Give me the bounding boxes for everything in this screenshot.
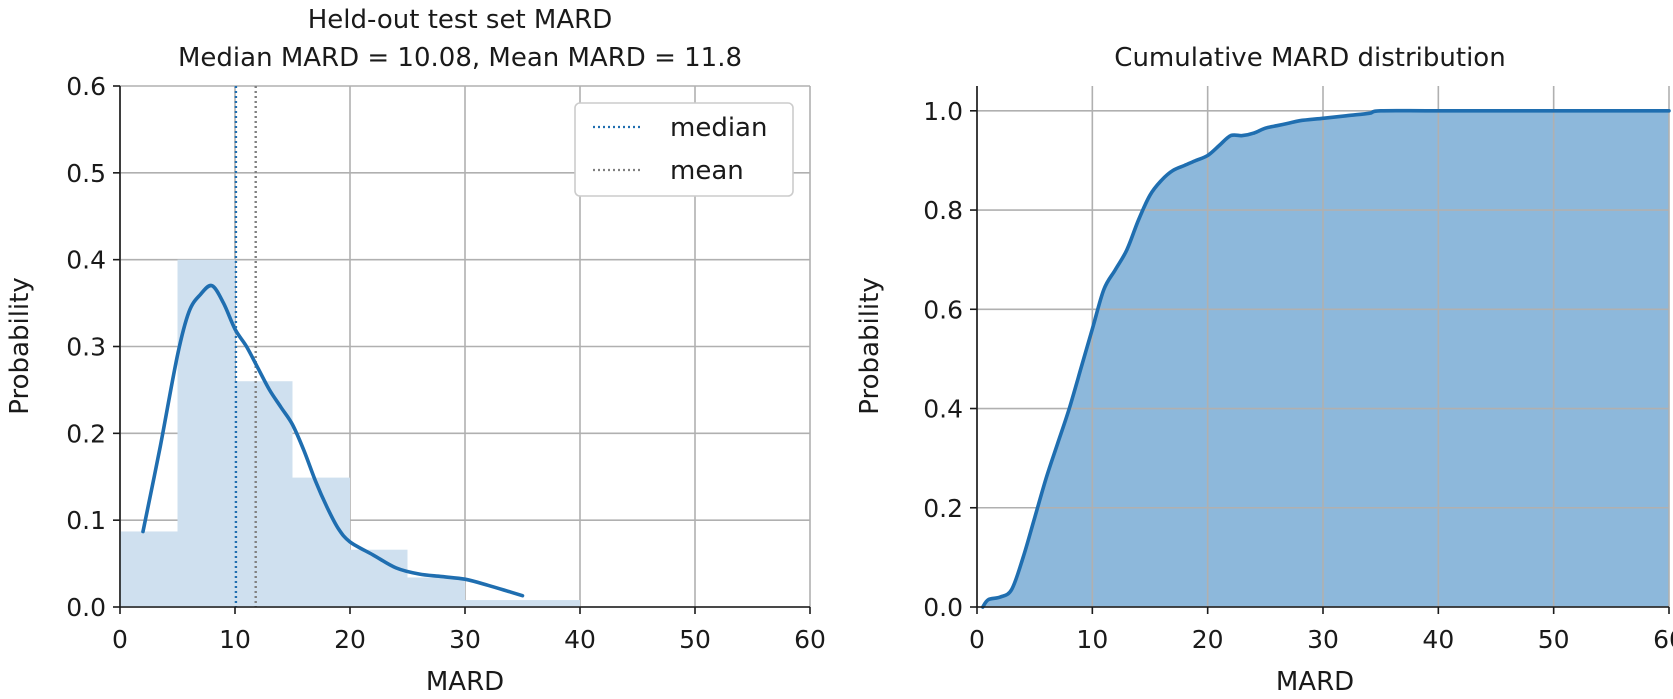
- histogram-bar: [235, 381, 293, 607]
- left-axes: 0 10 20 30 40 50 60 0.0 0.1 0.2 0.3 0.4 0.5 0.6: [66, 72, 826, 654]
- right-y-tick-label: 0.6: [923, 295, 963, 324]
- left-y-tick-label: 0.1: [66, 506, 106, 535]
- left-y-tick-label: 0.4: [66, 246, 106, 275]
- right-axes: 0 10 20 30 40 50 60 0.0 0.2 0.4 0.6 0.8 1.0: [923, 86, 1673, 654]
- right-y-tick-label: 0.0: [923, 593, 963, 622]
- right-y-tick-label: 1.0: [923, 97, 963, 126]
- left-x-tick-label: 10: [219, 625, 251, 654]
- right-y-tick-label: 0.4: [923, 395, 963, 424]
- histogram-bars: [120, 259, 580, 607]
- histogram-bar: [120, 531, 178, 607]
- right-chart-title: Cumulative MARD distribution: [1114, 43, 1505, 73]
- cumulative-area: [982, 110, 1669, 607]
- cumulative-chart: Cumulative MARD distribution MARD Probab…: [855, 43, 1673, 697]
- histogram-bar: [522, 600, 580, 607]
- kde-curve: [141, 283, 525, 598]
- left-x-tick-label: 20: [334, 625, 366, 654]
- right-x-tick-label: 10: [1076, 625, 1108, 654]
- right-x-tick-label: 50: [1538, 625, 1570, 654]
- left-y-tick-label: 0.2: [66, 419, 106, 448]
- left-x-tick-label: 60: [794, 625, 826, 654]
- kde-line: [141, 283, 525, 598]
- right-y-axis-label: Probability: [855, 277, 885, 414]
- left-y-tick-label: 0.0: [66, 593, 106, 622]
- left-x-tick-label: 30: [449, 625, 481, 654]
- right-x-tick-label: 40: [1422, 625, 1454, 654]
- left-y-tick-label: 0.5: [66, 159, 106, 188]
- legend: median mean: [574, 102, 794, 197]
- right-y-tick-label: 0.2: [923, 494, 963, 523]
- right-x-tick-label: 60: [1653, 625, 1673, 654]
- cumulative-fill: [982, 110, 1669, 607]
- left-y-tick-label: 0.6: [66, 72, 106, 101]
- left-x-tick-label: 50: [679, 625, 711, 654]
- legend-mean-label: mean: [670, 156, 744, 186]
- right-x-axis-label: MARD: [1276, 667, 1354, 697]
- left-y-axis-label: Probability: [5, 277, 35, 414]
- cumulative-line: [981, 108, 1671, 609]
- left-y-tick-label: 0.3: [66, 333, 106, 362]
- histogram-bar: [292, 477, 350, 607]
- reference-lines: [234, 86, 257, 607]
- left-x-tick-label: 40: [564, 625, 596, 654]
- right-x-tick-label: 20: [1192, 625, 1224, 654]
- left-chart-subtitle: Median MARD = 10.08, Mean MARD = 11.8: [178, 43, 742, 73]
- right-y-tick-label: 0.8: [923, 196, 963, 225]
- right-x-tick-label: 0: [969, 625, 985, 654]
- legend-median-label: median: [670, 113, 767, 143]
- cumulative-curve: [981, 108, 1671, 609]
- histogram-bar: [465, 600, 523, 607]
- left-chart-title: Held-out test set MARD: [308, 5, 612, 35]
- right-x-tick-label: 30: [1307, 625, 1339, 654]
- left-x-axis-label: MARD: [426, 667, 504, 697]
- histogram-bar: [407, 577, 465, 607]
- left-x-tick-label: 0: [112, 625, 128, 654]
- histogram-chart: Held-out test set MARD Median MARD = 10.…: [5, 5, 826, 697]
